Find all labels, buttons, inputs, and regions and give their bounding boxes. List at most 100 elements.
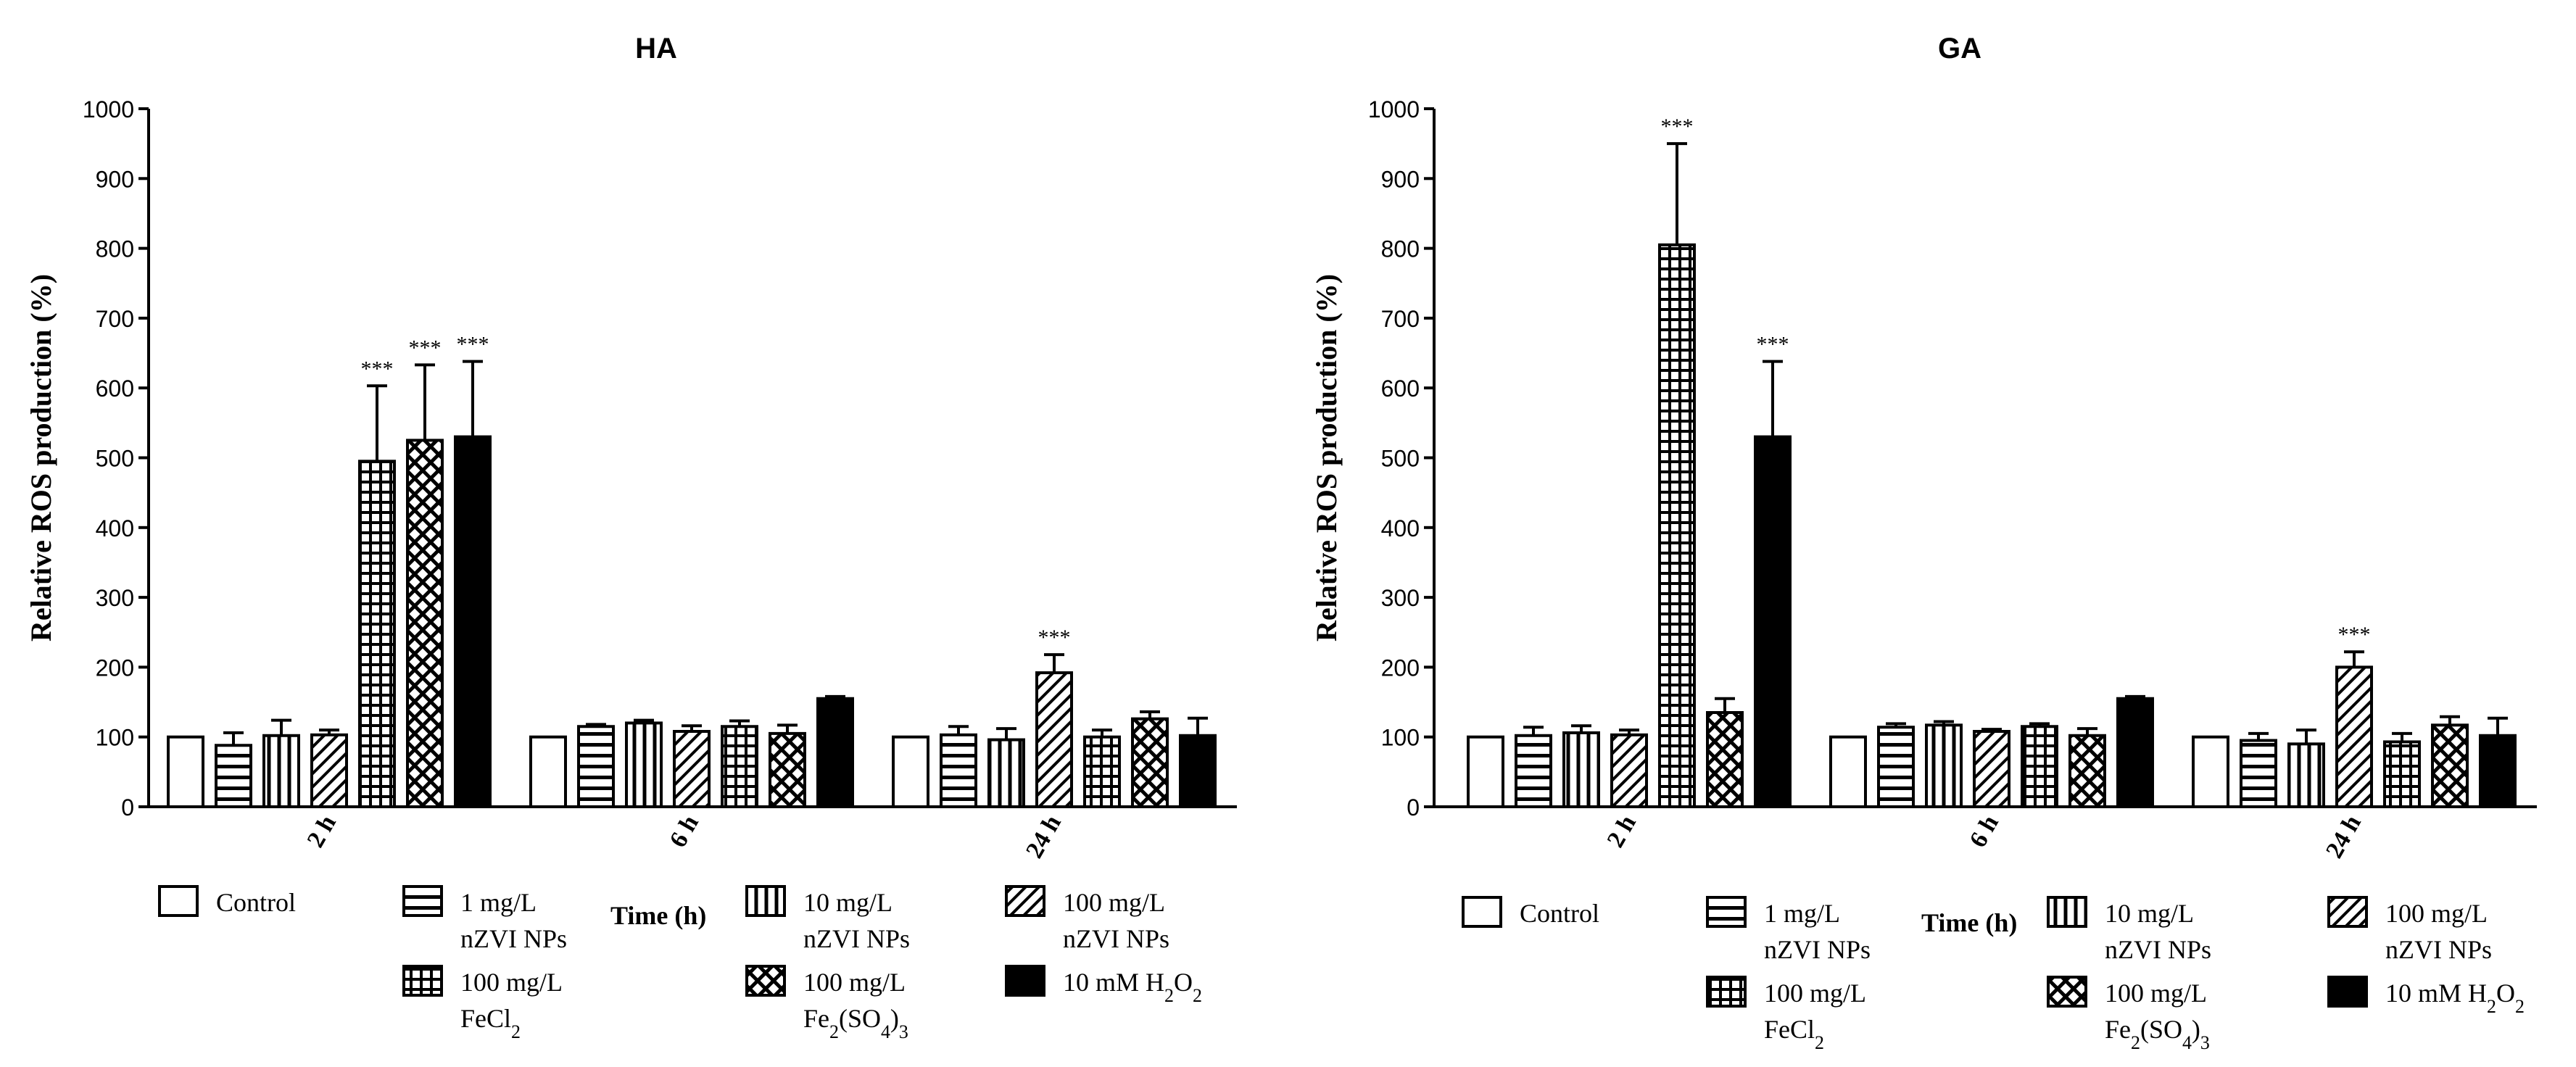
- legend-label-nzvi1-line2: nZVI NPs: [460, 924, 567, 953]
- y-axis-label: Relative ROS production (%): [1310, 274, 1343, 642]
- bar: [987, 738, 1025, 808]
- legend-label-fecl2-line2: FeCl2: [1764, 1015, 1824, 1053]
- legend-label-fe2so43-line2: Fe2(SO4)3: [2105, 1015, 2210, 1053]
- y-tick-label: 700: [96, 306, 134, 332]
- bar: [2192, 735, 2229, 809]
- legend-swatch-fecl2: [1706, 976, 1747, 1008]
- bar: [1877, 726, 1915, 809]
- bar: [673, 729, 711, 808]
- legend-swatch-h2o2: [2327, 976, 2368, 1008]
- legend-label-nzvi1: 1 mg/L: [1764, 899, 1840, 928]
- chart-panel-ga: GA 0 100 200 300 400 500 600 700 800 900 1000 Relati…: [1310, 33, 2537, 937]
- legend-swatch-h2o2: [1005, 965, 1045, 997]
- y-tick-label: 900: [1381, 166, 1420, 192]
- x-tick-label: 24 h: [2321, 810, 2366, 863]
- legend-swatch-nzvi1: [402, 885, 443, 917]
- legend-swatch-fe2so43: [745, 965, 786, 997]
- bar: [940, 733, 977, 808]
- x-axis-label: Time (h): [1921, 908, 2017, 937]
- y-tick-label: 400: [1381, 515, 1420, 541]
- bar: [1083, 735, 1121, 809]
- legend-swatch-fe2so43: [2047, 976, 2087, 1008]
- bar: [1973, 729, 2010, 808]
- legend-label-nzvi10: 10 mg/L: [803, 888, 893, 917]
- bar: [721, 725, 758, 809]
- bar: [1610, 733, 1648, 808]
- y-tick-label: 100: [96, 725, 134, 751]
- bar: [310, 733, 348, 808]
- bar: [529, 735, 567, 809]
- legend-label-control: Control: [216, 888, 296, 917]
- y-tick-label: 200: [1381, 655, 1420, 681]
- x-tick-label: 6 h: [1965, 810, 2004, 852]
- chart-title: GA: [1938, 33, 1981, 65]
- legend-label-h2o2: 10 mM H2O2: [1063, 968, 1202, 1006]
- bar: [2335, 665, 2373, 809]
- y-tick-label: 500: [96, 446, 134, 472]
- legend-label-nzvi100: 100 mg/L: [1063, 888, 1165, 917]
- bar: [167, 735, 204, 809]
- legend-ga: Control 1 mg/L nZVI NPs 10 mg/L nZVI NPs 100 …: [1462, 896, 2525, 1053]
- bar: [1131, 717, 1169, 808]
- bar: [2431, 723, 2469, 808]
- chart-panel-ha: HA 0 100 200 300 400 500 600 700 800 900 1000 Relati…: [25, 33, 1237, 930]
- legend-label-nzvi100: 100 mg/L: [2385, 899, 2488, 928]
- y-tick-label: 400: [96, 515, 134, 541]
- bar: [2068, 734, 2106, 808]
- significance-label: ***: [457, 333, 489, 357]
- bar: [769, 731, 806, 809]
- bar: [1925, 723, 1963, 808]
- legend-label-fe2so43: 100 mg/L: [803, 968, 906, 997]
- legend-label-nzvi10: 10 mg/L: [2105, 899, 2194, 928]
- bar: [215, 744, 252, 808]
- bar: [1562, 731, 1600, 808]
- legend-swatch-control: [158, 885, 199, 917]
- bar: [1515, 734, 1552, 808]
- bar: [2240, 739, 2277, 809]
- y-tick-label: 800: [96, 236, 134, 262]
- legend-label-nzvi10-line2: nZVI NPs: [803, 924, 910, 953]
- y-tick-label: 1000: [1368, 96, 1420, 123]
- y-tick-label: 0: [121, 794, 134, 821]
- bar: [2383, 740, 2421, 808]
- y-tick-label: 700: [1381, 306, 1420, 332]
- legend-swatch-nzvi1: [1706, 896, 1747, 928]
- bar: [2479, 734, 2517, 808]
- y-tick-label: 300: [1381, 585, 1420, 611]
- legend-swatch-nzvi100: [2327, 896, 2368, 928]
- significance-label: ***: [2338, 623, 2371, 647]
- bar: [1467, 735, 1504, 809]
- legend-label-fe2so43-line2: Fe2(SO4)3: [803, 1004, 908, 1042]
- bar: [1754, 435, 1792, 808]
- bar: [2116, 697, 2154, 808]
- legend-label-nzvi1: 1 mg/L: [460, 888, 537, 917]
- y-tick-label: 600: [96, 375, 134, 402]
- significance-label: ***: [1038, 626, 1071, 649]
- legend-swatch-nzvi10: [2047, 896, 2087, 928]
- legend-label-nzvi10-line2: nZVI NPs: [2105, 935, 2211, 964]
- y-axis-label: Relative ROS production (%): [25, 274, 57, 642]
- y-tick-label: 800: [1381, 236, 1420, 262]
- bar: [454, 435, 492, 808]
- legend-label-nzvi1-line2: nZVI NPs: [1764, 935, 1871, 964]
- chart-title: HA: [635, 33, 677, 65]
- legend-swatch-fecl2: [402, 965, 443, 997]
- legend-label-nzvi100-line2: nZVI NPs: [1063, 924, 1169, 953]
- legend-label-fe2so43: 100 mg/L: [2105, 979, 2207, 1008]
- bar: [1829, 735, 1867, 809]
- significance-label: ***: [361, 357, 394, 381]
- legend-ha: Control 1 mg/L nZVI NPs 10 mg/L nZVI NPs 100 …: [158, 885, 1202, 1042]
- legend-swatch-nzvi10: [745, 885, 786, 917]
- y-tick-label: 0: [1407, 794, 1420, 821]
- legend-swatch-nzvi100: [1005, 885, 1045, 917]
- significance-label: ***: [409, 336, 442, 360]
- y-tick-label: 100: [1381, 725, 1420, 751]
- bar: [1658, 243, 1696, 809]
- x-tick-label: 6 h: [665, 810, 704, 852]
- legend-swatch-control: [1462, 896, 1502, 928]
- x-tick-label: 2 h: [302, 810, 341, 852]
- x-axis-label: Time (h): [610, 901, 706, 930]
- legend-label-nzvi100-line2: nZVI NPs: [2385, 935, 2492, 964]
- bar: [1179, 734, 1217, 808]
- legend-label-fecl2: 100 mg/L: [1764, 979, 1866, 1008]
